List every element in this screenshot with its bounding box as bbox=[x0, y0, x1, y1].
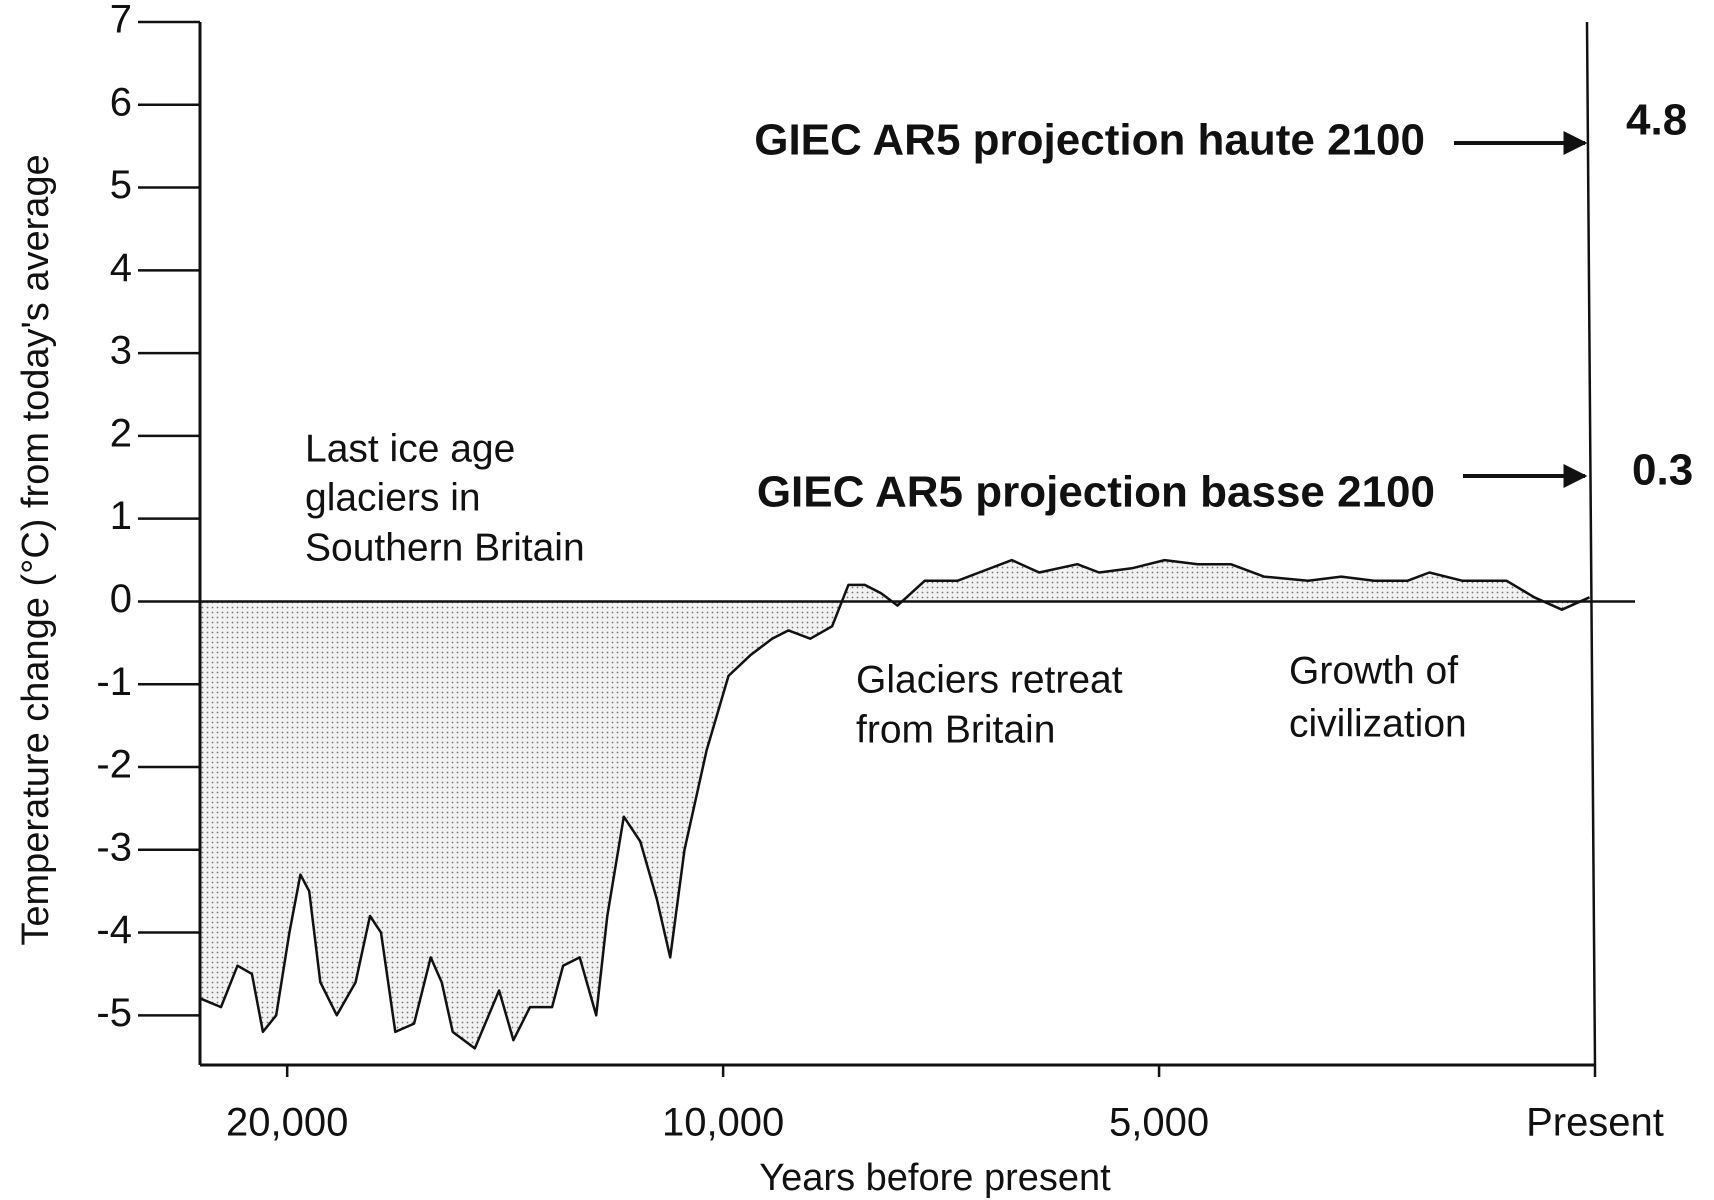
annotation: Glaciers retreat bbox=[856, 658, 1123, 701]
y-tick-label: 1 bbox=[110, 494, 132, 538]
projection-label: GIEC AR5 projection basse 2100 bbox=[757, 468, 1435, 517]
projection-label: GIEC AR5 projection haute 2100 bbox=[754, 116, 1425, 165]
y-tick-label: -3 bbox=[96, 825, 132, 869]
x-axis-label: Years before present bbox=[759, 1157, 1111, 1199]
y-tick-label: 4 bbox=[110, 246, 132, 290]
y-tick-label: 5 bbox=[110, 163, 132, 207]
y-axis-label: Temperature change (°C) from today's ave… bbox=[15, 154, 57, 945]
annotation: glaciers in bbox=[305, 476, 481, 519]
x-tick-label: 5,000 bbox=[1109, 1101, 1209, 1145]
y-tick-label: -5 bbox=[96, 991, 132, 1035]
annotation: Last ice age bbox=[305, 427, 515, 470]
projection-value: 4.8 bbox=[1626, 96, 1687, 145]
annotation: Growth of bbox=[1289, 649, 1458, 692]
x-tick-label: 10,000 bbox=[662, 1101, 784, 1145]
y-tick-label: 0 bbox=[110, 577, 132, 621]
annotation: Southern Britain bbox=[305, 526, 585, 569]
y-tick-label: -1 bbox=[96, 660, 132, 704]
right-axis bbox=[1585, 21, 1597, 1066]
y-tick-label: 6 bbox=[110, 80, 132, 124]
y-tick-label: 7 bbox=[110, 0, 132, 42]
y-tick-label: 2 bbox=[110, 411, 132, 455]
line bbox=[200, 558, 1591, 1050]
y-tick-label: -2 bbox=[96, 743, 132, 787]
x-tick-label: 20,000 bbox=[226, 1101, 348, 1145]
y-tick-label: -4 bbox=[96, 908, 132, 952]
annotation: from Britain bbox=[856, 708, 1055, 751]
y-tick-label: 3 bbox=[110, 329, 132, 373]
annotation: civilization bbox=[1289, 702, 1467, 745]
x-tick-label: Present bbox=[1526, 1101, 1664, 1145]
projection-value: 0.3 bbox=[1632, 446, 1693, 495]
area bbox=[201, 560, 1590, 1049]
